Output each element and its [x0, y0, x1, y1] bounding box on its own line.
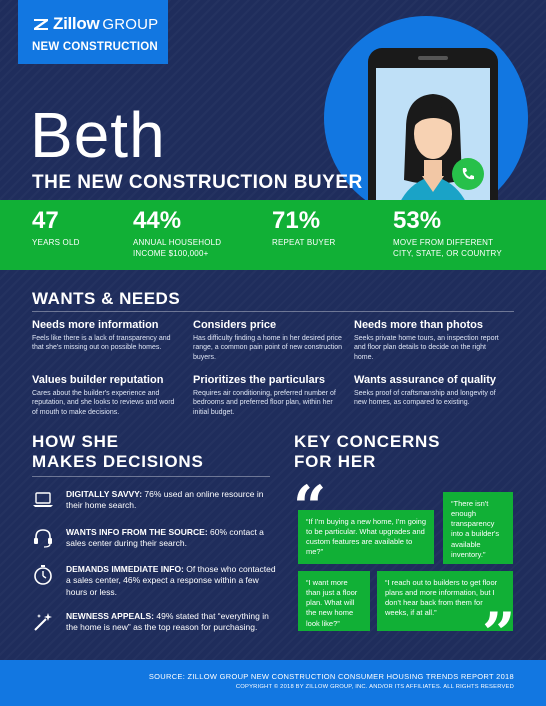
stopwatch-icon — [34, 565, 52, 585]
stat-move-from: 53% MOVE FROM DIFFERENT CITY, STATE, OR … — [393, 207, 513, 259]
concerns-heading-line1: KEY CONCERNS — [294, 432, 441, 451]
decision-item: NEWNESS APPEALS: 49% stated that “everyt… — [32, 611, 282, 634]
brand-group: GROUP — [102, 15, 159, 33]
decision-text: DEMANDS IMMEDIATE INFO: Of those who con… — [66, 564, 282, 598]
brand-logo-block: Zillow GROUP NEW CONSTRUCTION — [18, 0, 168, 64]
decision-item: DIGITALLY SAVVY: 76% used an online reso… — [32, 489, 282, 512]
decision-body: 60% contact a sales center during their … — [66, 527, 264, 549]
need-item: Values builder reputation Cares about th… — [32, 374, 182, 417]
decision-text: NEWNESS APPEALS: 49% stated that “everyt… — [66, 611, 282, 634]
brand-name: Zillow — [53, 14, 100, 33]
zillow-z-icon — [34, 19, 48, 30]
need-title: Needs more information — [32, 319, 159, 331]
headset-icon — [34, 529, 52, 548]
stat-value: 47 — [32, 207, 59, 234]
need-desc: Feels like there is a lack of transparen… — [32, 335, 171, 352]
stat-value: 44% — [133, 207, 182, 234]
footer: SOURCE: ZILLOW GROUP NEW CONSTRUCTION CO… — [0, 660, 546, 706]
need-desc: Requires air conditioning, preferred num… — [193, 390, 336, 416]
concern-quote: “I reach out to builders to get floor pl… — [377, 571, 513, 631]
decision-bold: DIGITALLY SAVVY: — [66, 489, 143, 499]
decision-body: Of those who contacted a sales center, 4… — [66, 564, 276, 597]
need-desc: Seeks proof of craftsmanship and longevi… — [354, 390, 496, 407]
section-divider — [32, 476, 270, 477]
stat-value: 53% — [393, 207, 442, 234]
decision-body: 49% stated that “everything in the home … — [66, 611, 269, 633]
decisions-heading: HOW SHE MAKES DECISIONS — [32, 432, 204, 471]
need-desc: Cares about the builder's experience and… — [32, 390, 175, 416]
decision-item: DEMANDS IMMEDIATE INFO: Of those who con… — [32, 564, 282, 598]
need-title: Prioritizes the particulars — [193, 374, 326, 386]
need-item: Wants assurance of quality Seeks proof o… — [354, 374, 504, 408]
stat-label: ANNUAL HOUSEHOLD INCOME $100,000+ — [133, 238, 222, 258]
decision-bold: NEWNESS APPEALS: — [66, 611, 155, 621]
laptop-icon — [33, 492, 53, 507]
need-item: Needs more information Feels like there … — [32, 319, 182, 353]
persona-subtitle: THE NEW CONSTRUCTION BUYER — [32, 172, 363, 193]
stat-income: 44% ANNUAL HOUSEHOLD INCOME $100,000+ — [133, 207, 238, 259]
decision-bold: WANTS INFO FROM THE SOURCE: — [66, 527, 208, 537]
concern-quote: “There isn't enough transparency into a … — [443, 492, 513, 564]
stat-age: 47 YEARS OLD — [32, 207, 122, 249]
wants-needs-heading: WANTS & NEEDS — [32, 289, 181, 308]
decision-body: 76% used an online resource in their hom… — [66, 489, 264, 511]
concerns-heading-line2: FOR HER — [294, 451, 377, 471]
brand-division: NEW CONSTRUCTION — [32, 41, 158, 53]
need-desc: Seeks private home tours, an inspection … — [354, 335, 499, 361]
decision-bold: DEMANDS IMMEDIATE INFO: — [66, 564, 184, 574]
need-item: Prioritizes the particulars Requires air… — [193, 374, 343, 417]
stat-repeat-buyer: 71% REPEAT BUYER — [272, 207, 372, 249]
need-item: Considers price Has difficulty finding a… — [193, 319, 343, 362]
decisions-heading-line2: MAKES DECISIONS — [32, 451, 204, 471]
stat-value: 71% — [272, 207, 321, 234]
concerns-heading: KEY CONCERNS FOR HER — [294, 432, 440, 471]
need-title: Considers price — [193, 319, 277, 331]
decision-item: WANTS INFO FROM THE SOURCE: 60% contact … — [32, 527, 282, 550]
stats-band: 47 YEARS OLD 44% ANNUAL HOUSEHOLD INCOME… — [0, 200, 546, 270]
stat-label: MOVE FROM DIFFERENT CITY, STATE, OR COUN… — [393, 238, 502, 258]
sparkle-icon — [34, 613, 52, 631]
concern-quote: “If I'm buying a new home, I'm going to … — [298, 510, 434, 564]
decision-text: WANTS INFO FROM THE SOURCE: 60% contact … — [66, 527, 282, 550]
phone-speaker — [418, 56, 448, 60]
need-title: Values builder reputation — [32, 374, 164, 386]
persona-name: Beth — [30, 99, 166, 171]
need-desc: Has difficulty finding a home in her des… — [193, 335, 343, 361]
stat-label: YEARS OLD — [32, 238, 80, 248]
decision-text: DIGITALLY SAVVY: 76% used an online reso… — [66, 489, 282, 512]
need-item: Needs more than photos Seeks private hom… — [354, 319, 504, 362]
close-quote-icon: ” — [482, 600, 516, 668]
stat-label: REPEAT BUYER — [272, 238, 336, 248]
decisions-heading-line1: HOW SHE — [32, 432, 119, 451]
zillow-logo: Zillow GROUP — [32, 14, 168, 34]
need-title: Needs more than photos — [354, 319, 483, 331]
call-phone-icon — [452, 158, 484, 190]
need-title: Wants assurance of quality — [354, 374, 497, 386]
section-divider — [32, 311, 514, 312]
concern-quote: “I want more than just a floor plan. Wha… — [298, 571, 370, 631]
footer-source: SOURCE: ZILLOW GROUP NEW CONSTRUCTION CO… — [148, 672, 514, 681]
footer-copyright: COPYRIGHT © 2018 BY ZILLOW GROUP, INC. A… — [235, 684, 514, 690]
